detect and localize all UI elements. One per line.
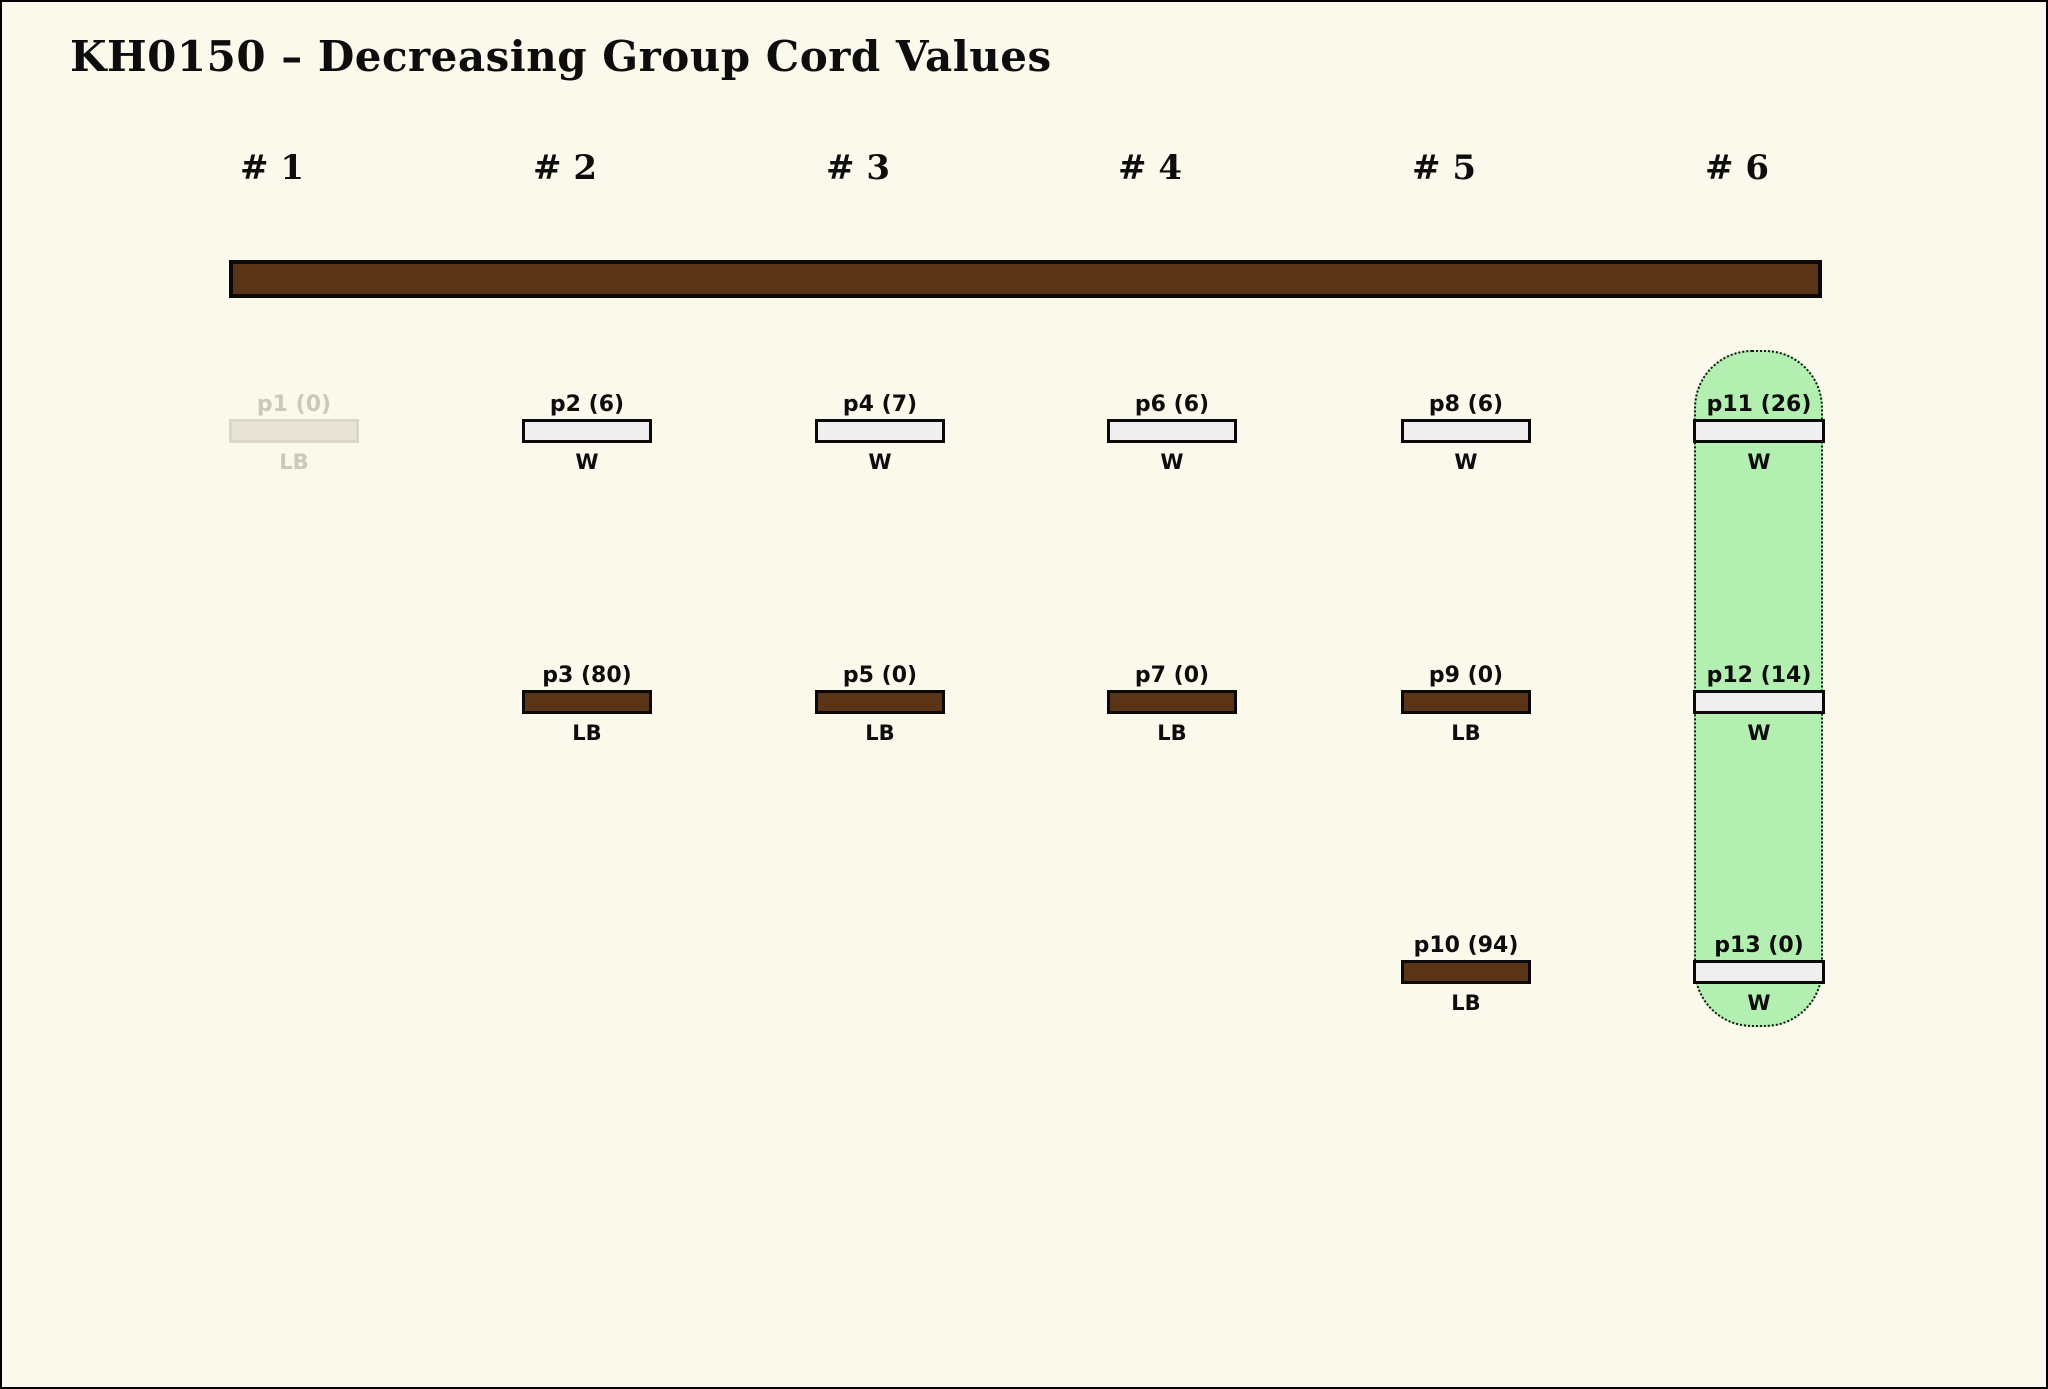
entry-bar xyxy=(1693,690,1825,714)
entry-type-label: W xyxy=(868,450,892,474)
page-title: KH0150 – Decreasing Group Cord Values xyxy=(70,32,1052,81)
entry-type-label: LB xyxy=(279,450,309,474)
entry-bar xyxy=(1107,419,1237,443)
entry-p3: p3 (80) LB xyxy=(502,663,672,744)
entry-p2: p2 (6) W xyxy=(502,392,672,473)
entry-bar xyxy=(815,419,945,443)
entry-bar xyxy=(815,690,945,714)
entry-name: p6 (6) xyxy=(1134,392,1210,417)
entry-p1: p1 (0) LB xyxy=(209,392,379,473)
entry-p5: p5 (0) LB xyxy=(795,663,965,744)
entry-bar xyxy=(522,419,652,443)
entry-type-label: W xyxy=(1747,721,1771,745)
entry-bar xyxy=(522,690,652,714)
column-header-6: # 6 xyxy=(1705,148,1769,188)
entry-name: p13 (0) xyxy=(1714,933,1804,958)
column-header-1: # 1 xyxy=(240,148,304,188)
entry-name: p5 (0) xyxy=(842,663,918,688)
entry-name: p11 (26) xyxy=(1706,392,1812,417)
entry-p6: p6 (6) W xyxy=(1087,392,1257,473)
entry-name: p7 (0) xyxy=(1134,663,1210,688)
entry-p7: p7 (0) LB xyxy=(1087,663,1257,744)
entry-bar xyxy=(1693,960,1825,984)
entry-bar xyxy=(1401,690,1531,714)
entry-name: p12 (14) xyxy=(1706,663,1812,688)
entry-bar xyxy=(229,419,359,443)
entry-name: p10 (94) xyxy=(1413,933,1519,958)
entry-name: p9 (0) xyxy=(1428,663,1504,688)
column-header-4: # 4 xyxy=(1118,148,1182,188)
entry-bar xyxy=(1401,960,1531,984)
entry-name: p2 (6) xyxy=(549,392,625,417)
entry-type-label: W xyxy=(1747,450,1771,474)
entry-bar xyxy=(1693,419,1825,443)
entry-name: p3 (80) xyxy=(542,663,632,688)
entry-bar xyxy=(1107,690,1237,714)
entry-type-label: W xyxy=(1747,991,1771,1015)
entry-p4: p4 (7) W xyxy=(795,392,965,473)
entry-name: p4 (7) xyxy=(842,392,918,417)
entry-p8: p8 (6) W xyxy=(1381,392,1551,473)
column-header-3: # 3 xyxy=(826,148,890,188)
column-header-5: # 5 xyxy=(1412,148,1476,188)
entry-name: p8 (6) xyxy=(1428,392,1504,417)
group-span-bar xyxy=(229,260,1822,298)
entry-type-label: LB xyxy=(1157,721,1187,745)
entry-type-label: LB xyxy=(1451,721,1481,745)
entry-name: p1 (0) xyxy=(256,392,332,417)
entry-type-label: LB xyxy=(1451,991,1481,1015)
entry-p12: p12 (14) W xyxy=(1674,663,1844,744)
entry-bar xyxy=(1401,419,1531,443)
entry-p11: p11 (26) W xyxy=(1674,392,1844,473)
entry-type-label: W xyxy=(1160,450,1184,474)
entry-p9: p9 (0) LB xyxy=(1381,663,1551,744)
entry-type-label: W xyxy=(1454,450,1478,474)
entry-p13: p13 (0) W xyxy=(1674,933,1844,1014)
entry-type-label: W xyxy=(575,450,599,474)
column-header-2: # 2 xyxy=(533,148,597,188)
entry-p10: p10 (94) LB xyxy=(1381,933,1551,1014)
highlight-group-container xyxy=(1694,350,1823,1027)
entry-type-label: LB xyxy=(865,721,895,745)
entry-type-label: LB xyxy=(572,721,602,745)
